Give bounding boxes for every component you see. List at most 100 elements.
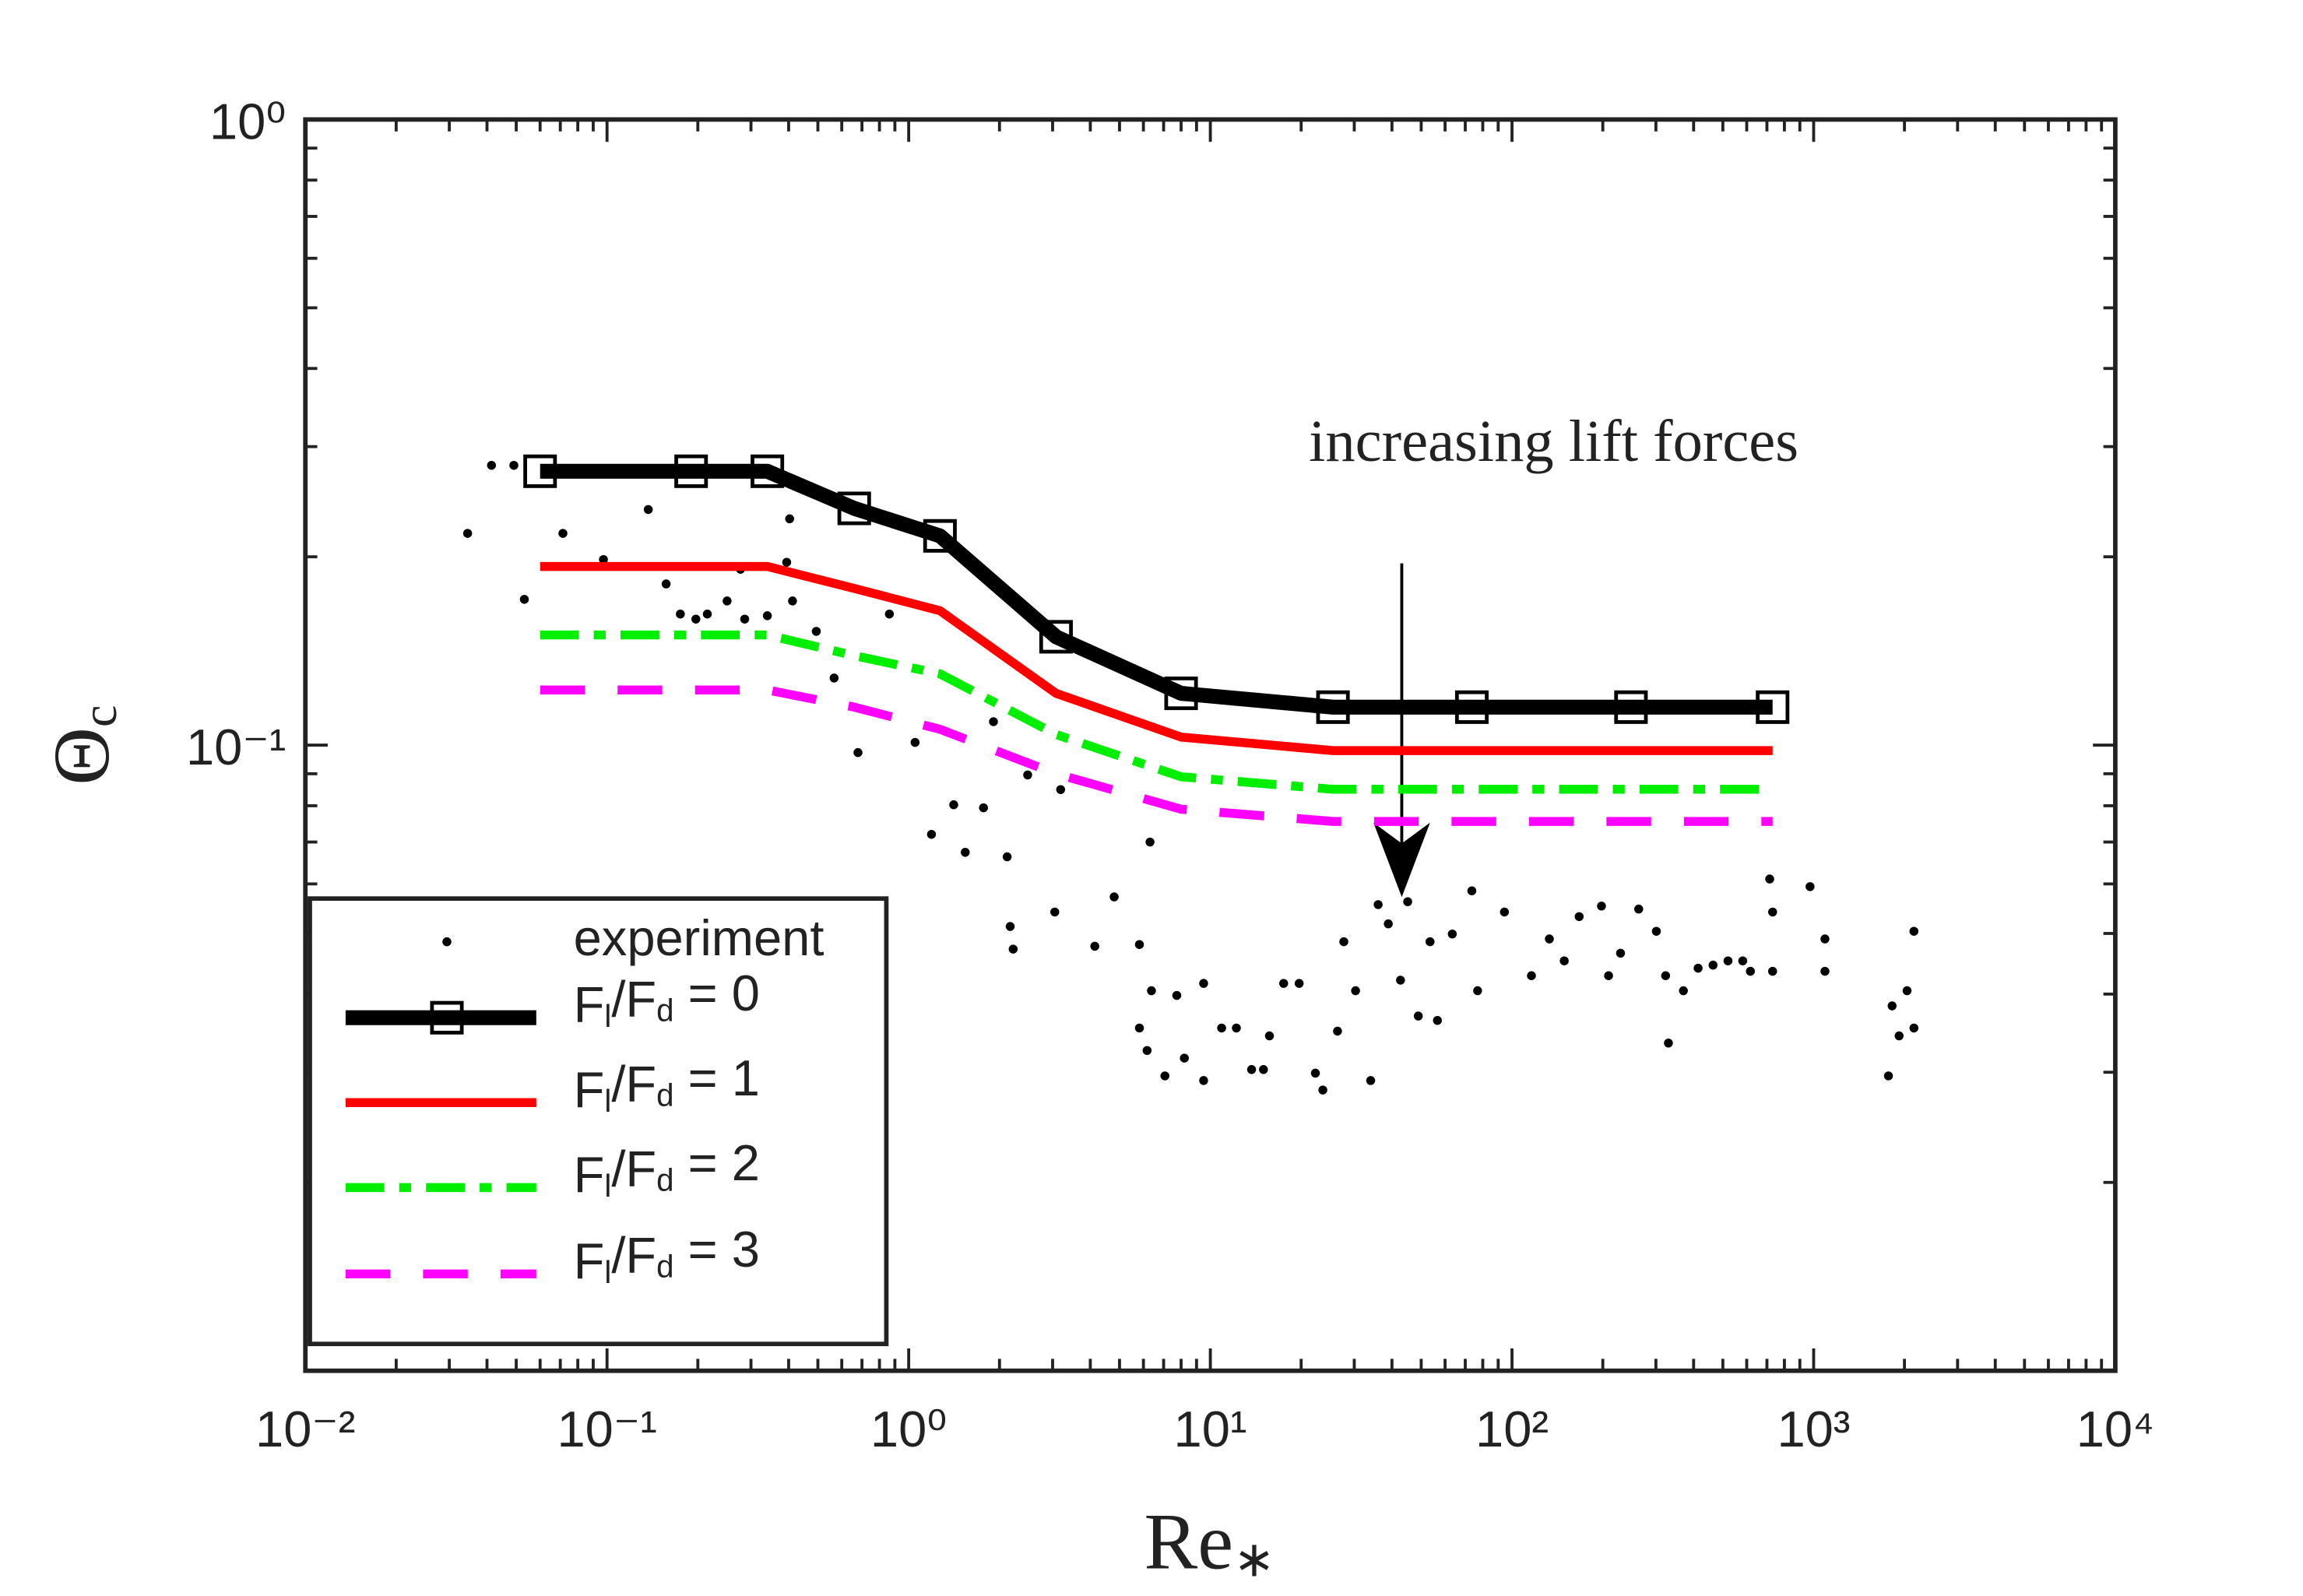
scatter-point — [1820, 966, 1830, 976]
scatter-point — [1180, 1053, 1189, 1063]
scatter-point — [1887, 1001, 1897, 1011]
x-axis-label: Re∗ — [1144, 1497, 1275, 1587]
scatter-point — [1109, 892, 1119, 902]
scatter-point — [1426, 937, 1435, 947]
scatter-point — [1559, 956, 1569, 965]
scatter-point — [1664, 1039, 1673, 1048]
scatter-point — [1199, 979, 1208, 988]
legend-label: experiment — [574, 909, 825, 966]
marker — [1614, 690, 1648, 724]
scatter-point — [1765, 874, 1774, 884]
scatter-point — [1679, 986, 1688, 996]
scatter-point — [643, 504, 653, 515]
scatter-point — [961, 848, 970, 857]
scatter-point — [829, 673, 839, 683]
scatter-point — [1447, 929, 1457, 939]
scatter-point — [1708, 960, 1718, 970]
scatter-point — [1768, 966, 1777, 976]
scatter-point — [949, 800, 958, 810]
y-tick-label: 10⁰ — [209, 93, 286, 149]
marker — [923, 519, 957, 553]
scatter-point — [1403, 897, 1412, 906]
scatter-point — [1145, 837, 1155, 847]
scatter-point — [1574, 912, 1584, 922]
scatter-point — [676, 609, 685, 619]
scatter-point — [1056, 785, 1066, 794]
scatter-point — [1373, 900, 1383, 909]
scatter-point — [487, 461, 497, 470]
x-tick-label: 10³ — [1777, 1401, 1850, 1457]
scatter-point — [1147, 986, 1156, 996]
marker — [751, 454, 785, 488]
x-tick-label: 10² — [1475, 1401, 1549, 1457]
scatter-point — [1500, 907, 1510, 917]
scatter-point — [1384, 919, 1393, 929]
scatter-point — [1723, 956, 1733, 965]
scatter-point — [1294, 979, 1304, 988]
scatter-point — [599, 554, 608, 564]
line-series — [540, 561, 1773, 755]
x-tick-label: 10¹ — [1174, 1401, 1247, 1457]
scatter-point — [1473, 986, 1482, 996]
scatter-point — [785, 514, 794, 524]
scatter-point — [1909, 926, 1919, 936]
scatter-point — [1661, 971, 1671, 980]
marker — [1164, 677, 1198, 711]
scatter-point — [811, 627, 821, 636]
scatter-point — [1805, 882, 1815, 891]
marker — [1316, 690, 1350, 724]
marker — [1039, 620, 1073, 654]
marker — [674, 454, 708, 488]
scatter-point — [1433, 1015, 1442, 1025]
scatter-point — [926, 829, 937, 839]
scatter-point — [1902, 986, 1912, 996]
y-axis-label: Θc — [37, 705, 127, 786]
scatter-point — [1738, 956, 1748, 965]
scatter-point — [1172, 990, 1182, 1000]
legend-label: Fl/Fd = 2 — [574, 1134, 760, 1203]
scatter-point — [1604, 971, 1613, 980]
scatter-point — [509, 461, 519, 470]
scatter-point — [1909, 1023, 1919, 1033]
scatter-point — [1545, 934, 1554, 944]
x-tick-label: 10⁰ — [870, 1401, 947, 1457]
scatter-point — [1217, 1023, 1226, 1033]
scatter-point — [1396, 976, 1405, 985]
x-tick-label: 10⁻² — [255, 1401, 355, 1457]
scatter-point — [1259, 1065, 1268, 1074]
scatter-point — [1134, 1023, 1144, 1033]
scatter-point — [1333, 1026, 1342, 1036]
y-tick-label: 10⁻¹ — [186, 719, 286, 775]
marker — [837, 491, 871, 526]
legend-box — [308, 896, 889, 1347]
scatter-point — [1199, 1076, 1208, 1085]
scatter-point — [910, 737, 920, 747]
scatter-point — [1142, 1046, 1152, 1056]
scatter-point — [1597, 902, 1606, 911]
line-series — [540, 463, 1773, 715]
scatter-point — [782, 557, 792, 567]
marker — [430, 1000, 464, 1035]
scatter-point — [558, 529, 568, 538]
scatter-point — [1883, 1071, 1893, 1081]
scatter-point — [1633, 904, 1644, 914]
scatter-point — [989, 717, 998, 726]
scatter-point — [884, 609, 895, 619]
scatter-point — [1693, 963, 1703, 973]
scatter-point — [740, 614, 750, 624]
scatter-point — [1616, 948, 1626, 958]
scatter-point — [1246, 1065, 1257, 1074]
scatter-point — [1318, 1085, 1327, 1095]
scatter-point — [1310, 1068, 1320, 1078]
scatter-point — [1134, 940, 1144, 949]
x-tick-label: 10⁴ — [2076, 1401, 2154, 1457]
scatter-point — [762, 611, 772, 620]
arrow-head — [1373, 822, 1430, 898]
legend-marker — [442, 937, 452, 947]
scatter-point — [853, 747, 863, 758]
scatter-point — [1651, 926, 1661, 936]
legend-label: Fl/Fd = 3 — [574, 1221, 760, 1289]
scatter-point — [702, 609, 712, 619]
scatter-point — [1090, 941, 1099, 951]
